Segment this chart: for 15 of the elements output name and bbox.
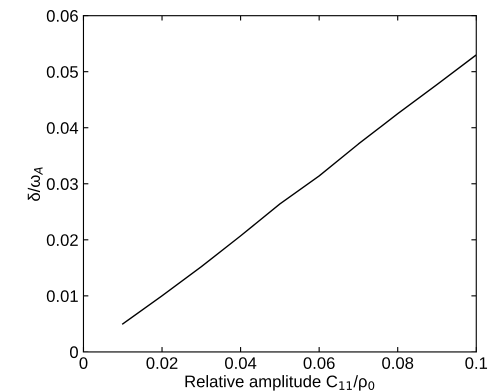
x-tick-label: 0.02 xyxy=(146,357,178,370)
y-tick-label: 0 xyxy=(70,346,78,358)
x-axis-title: Relative amplitude C$_{11}$/ρ$_{0}$ xyxy=(185,375,374,391)
y-tick-label: 0.06 xyxy=(46,10,78,22)
y-tick-label: 0.01 xyxy=(46,290,78,302)
y-axis-title: δ/ω$_{A}$ xyxy=(28,167,43,201)
y-tick-label: 0.03 xyxy=(46,178,78,190)
x-tick-label: 0 xyxy=(79,357,88,370)
y-tick-label: 0.04 xyxy=(46,122,78,134)
y-tick-label: 0.05 xyxy=(46,66,78,78)
x-tick-label: 0.06 xyxy=(304,357,335,370)
x-tick-label: 0.08 xyxy=(382,357,414,370)
x-tick-label: 0.1 xyxy=(465,357,488,370)
y-tick-label: 0.02 xyxy=(46,234,78,246)
x-tick-label: 0.04 xyxy=(225,357,256,370)
